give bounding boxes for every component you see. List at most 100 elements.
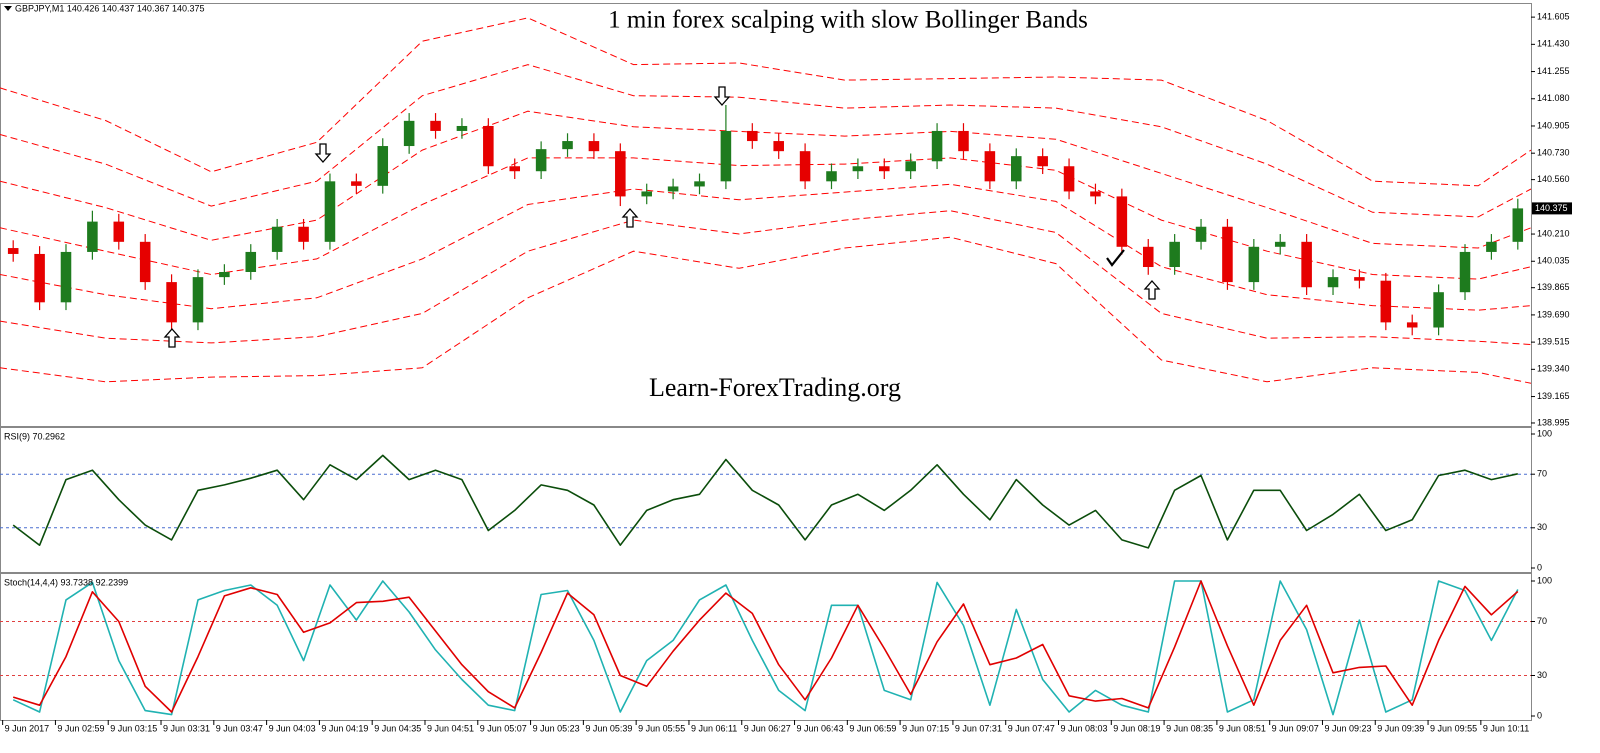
x-tick-label: 9 Jun 06:27 bbox=[744, 723, 791, 733]
symbol-header: GBPJPY,M1 140.426 140.437 140.367 140.37… bbox=[15, 3, 205, 13]
candle-body bbox=[667, 186, 679, 192]
candle-body bbox=[298, 226, 309, 242]
x-tick-label: 9 Jun 06:11 bbox=[691, 723, 737, 733]
candle-body bbox=[773, 141, 784, 152]
x-tick-label: 9 Jun 09:55 bbox=[1430, 723, 1477, 733]
candle-body bbox=[720, 130, 732, 182]
y-tick-label: 140.035 bbox=[1537, 256, 1570, 266]
x-tick-label: 9 Jun 04:35 bbox=[374, 723, 421, 733]
x-tick-label: 9 Jun 05:39 bbox=[585, 723, 632, 733]
x-tick-label: 9 Jun 04:03 bbox=[269, 723, 316, 733]
y-tick-label: 138.995 bbox=[1537, 417, 1570, 427]
candle-body bbox=[1301, 241, 1312, 288]
x-tick-label: 9 Jun 07:15 bbox=[902, 723, 949, 733]
x-tick-label: 9 Jun 06:59 bbox=[849, 723, 896, 733]
candle-body bbox=[984, 151, 996, 182]
candle-body bbox=[931, 130, 943, 162]
candle-body bbox=[641, 191, 652, 197]
last-price-label: 140.375 bbox=[1535, 203, 1568, 213]
candle-body bbox=[34, 253, 45, 303]
candle-body bbox=[1010, 156, 1022, 182]
candle-body bbox=[535, 149, 547, 172]
candle-body bbox=[7, 248, 19, 254]
x-tick-label: 9 Jun 08:35 bbox=[1166, 723, 1213, 733]
sell-arrow bbox=[713, 86, 731, 106]
candle-body bbox=[799, 151, 811, 182]
y-tick-label: 140.905 bbox=[1537, 120, 1570, 130]
candle-body bbox=[1406, 322, 1418, 328]
candle-body bbox=[192, 277, 204, 323]
candle-body bbox=[958, 130, 969, 152]
candle-body bbox=[879, 166, 890, 172]
candle-body bbox=[271, 226, 283, 252]
candle-body bbox=[562, 141, 573, 150]
y-tick-label: 30 bbox=[1537, 522, 1547, 532]
y-tick-label: 100 bbox=[1537, 428, 1552, 438]
y-tick-label: 139.865 bbox=[1537, 282, 1570, 292]
bollinger-band bbox=[0, 236, 1531, 384]
x-tick-label: 9 Jun 08:19 bbox=[1113, 723, 1160, 733]
candle-body bbox=[1142, 246, 1154, 268]
x-tick-label: 9 Jun 06:43 bbox=[797, 723, 844, 733]
candle-body bbox=[694, 181, 705, 187]
candle-body bbox=[1459, 251, 1471, 293]
candle-body bbox=[351, 181, 362, 186]
x-tick-label: 9 Jun 05:55 bbox=[638, 723, 685, 733]
x-tick-label: 9 Jun 07:31 bbox=[955, 723, 1002, 733]
bollinger-band bbox=[0, 17, 1531, 187]
candle-body bbox=[456, 125, 468, 131]
candle-body bbox=[1169, 241, 1180, 268]
price-panel bbox=[0, 3, 1532, 427]
bollinger-band bbox=[0, 157, 1531, 280]
y-tick-label: 70 bbox=[1537, 616, 1547, 626]
y-tick-label: 0 bbox=[1537, 710, 1542, 720]
bollinger-band bbox=[0, 110, 1531, 249]
candle-body bbox=[1486, 241, 1497, 252]
y-tick-label: 100 bbox=[1537, 575, 1552, 585]
x-tick-label: 9 Jun 07:47 bbox=[1008, 723, 1055, 733]
y-tick-label: 140.560 bbox=[1537, 174, 1570, 184]
x-tick-label: 9 Jun 09:39 bbox=[1377, 723, 1424, 733]
x-tick-label: 9 Jun 03:31 bbox=[163, 723, 210, 733]
candle-body bbox=[245, 251, 257, 272]
candle-body bbox=[377, 146, 389, 186]
y-tick-label: 139.165 bbox=[1537, 391, 1570, 401]
y-tick-label: 140.210 bbox=[1537, 228, 1570, 238]
y-tick-label: 139.340 bbox=[1537, 364, 1570, 374]
candle-body bbox=[1380, 280, 1392, 323]
candle-body bbox=[588, 141, 600, 152]
indicator-line bbox=[12, 580, 1519, 716]
candle-body bbox=[1248, 246, 1260, 283]
candle-body bbox=[139, 241, 151, 283]
x-tick-label: 9 Jun 02:59 bbox=[57, 723, 104, 733]
y-tick-label: 0 bbox=[1537, 562, 1542, 572]
x-tick-label: 9 Jun 08:51 bbox=[1219, 723, 1266, 733]
watermark: Learn-ForexTrading.org bbox=[649, 373, 901, 402]
y-tick-label: 139.515 bbox=[1537, 336, 1570, 346]
buy-arrow bbox=[1143, 280, 1161, 300]
last-price-box bbox=[1532, 202, 1572, 215]
candle-body bbox=[87, 221, 98, 252]
sell-arrow bbox=[314, 143, 332, 163]
rsi-label: RSI(9) 70.2962 bbox=[4, 431, 65, 441]
x-tick-label: 9 Jun 04:51 bbox=[427, 723, 474, 733]
signal-arrows bbox=[163, 86, 1161, 348]
y-tick-label: 141.080 bbox=[1537, 93, 1570, 103]
x-tick-label: 9 Jun 05:23 bbox=[533, 723, 580, 733]
candle-body bbox=[1116, 196, 1128, 247]
buy-arrow bbox=[163, 328, 181, 348]
candle-body bbox=[403, 120, 415, 147]
candle-body bbox=[483, 125, 494, 167]
marks: 141.605 141.430 141.255 141.080 140.905 140.7… bbox=[0, 12, 1572, 733]
candle-body bbox=[430, 120, 441, 131]
y-tick-label: 30 bbox=[1537, 670, 1547, 680]
candle-body bbox=[1195, 226, 1207, 242]
bollinger-band bbox=[0, 210, 1531, 345]
x-tick-label: 9 Jun 03:47 bbox=[216, 723, 263, 733]
indicator-line bbox=[12, 454, 1518, 549]
candle-body bbox=[1512, 208, 1524, 242]
chart-title: 1 min forex scalping with slow Bollinger… bbox=[608, 7, 1088, 34]
y-tick-label: 141.255 bbox=[1537, 66, 1570, 76]
menu-icon bbox=[4, 6, 12, 11]
